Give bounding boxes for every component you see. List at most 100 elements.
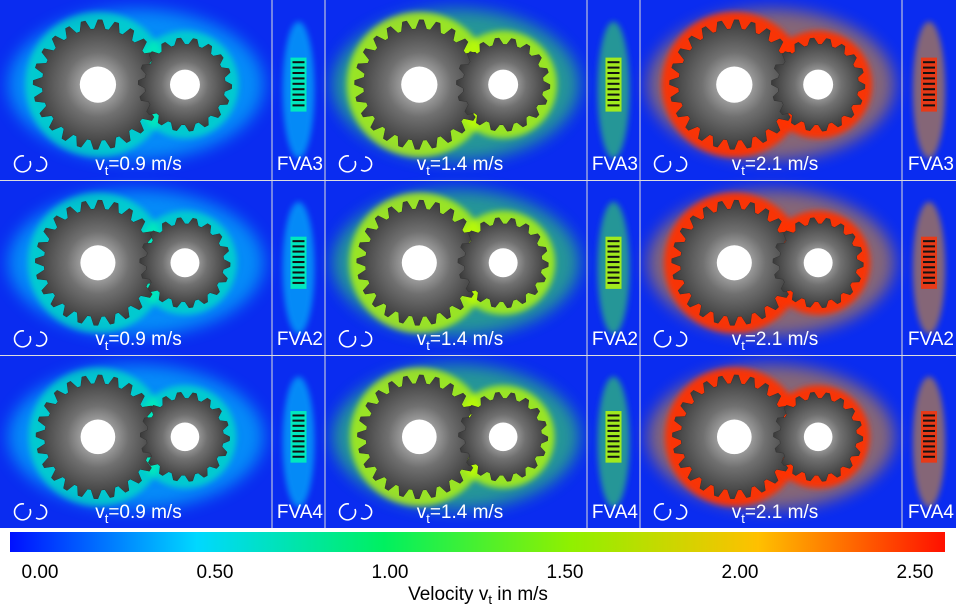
rotation-icon xyxy=(360,331,373,347)
speed-label: vt=1.4 m/s xyxy=(417,329,504,353)
side-tooth xyxy=(607,271,620,274)
side-tooth xyxy=(607,250,620,253)
colorbar-tick-label: 0.00 xyxy=(22,562,59,583)
speed-value: =1.4 m/s xyxy=(430,502,503,523)
side-tooth xyxy=(607,281,620,284)
colorbar-tick-label: 1.50 xyxy=(547,562,584,583)
side-tooth xyxy=(292,61,305,64)
gear-bore xyxy=(80,419,116,455)
colorbar-title-suffix: in m/s xyxy=(492,584,548,605)
oil-label: FVA2 xyxy=(592,329,638,350)
oil-label: FVA2 xyxy=(277,329,323,350)
side-tooth xyxy=(923,266,935,269)
rotation-icon xyxy=(360,156,373,172)
gear-bore xyxy=(401,419,437,455)
oil-label: FVA3 xyxy=(908,154,954,175)
speed-subscript: t xyxy=(105,511,109,526)
side-tooth xyxy=(292,250,305,253)
speed-value: =0.9 m/s xyxy=(108,154,181,175)
speed-symbol: v xyxy=(95,154,105,175)
rotation-icon xyxy=(360,504,373,520)
speed-label: vt=1.4 m/s xyxy=(417,154,504,178)
side-tooth xyxy=(292,77,305,80)
panel: vt=1.4 m/s FVA4 xyxy=(325,356,640,528)
gear-bore xyxy=(716,66,753,103)
side-tooth xyxy=(292,255,305,258)
panel: vt=2.1 m/s FVA3 xyxy=(640,0,956,180)
rotation-icon xyxy=(35,156,48,172)
side-tooth xyxy=(292,99,305,101)
side-tooth xyxy=(923,429,935,432)
gear-bore xyxy=(803,69,834,100)
rotation-icon xyxy=(653,155,672,173)
side-tooth xyxy=(607,414,620,417)
side-tooth xyxy=(923,255,935,258)
speed-subscript: t xyxy=(426,338,430,353)
speed-subscript: t xyxy=(741,338,745,353)
side-tooth xyxy=(607,88,620,91)
colorbar-title-text: Velocity v xyxy=(408,584,489,605)
side-tooth xyxy=(292,419,305,422)
speed-value: =1.4 m/s xyxy=(430,154,503,175)
side-tooth xyxy=(923,88,935,91)
rotation-icon xyxy=(35,504,48,520)
side-tooth xyxy=(292,104,305,107)
panel: vt=2.1 m/s FVA4 xyxy=(640,356,956,528)
side-tooth xyxy=(923,281,935,284)
gear-bore xyxy=(170,422,200,452)
panel: vt=0.9 m/s FVA2 xyxy=(0,181,325,355)
side-tooth xyxy=(607,104,620,107)
colorbar-tick-label: 1.00 xyxy=(372,562,409,583)
side-tooth xyxy=(292,429,305,432)
side-tooth xyxy=(923,240,935,243)
rotation-icon xyxy=(35,331,48,347)
speed-symbol: v xyxy=(95,502,105,523)
panel: vt=0.9 m/s FVA4 xyxy=(0,356,325,528)
side-tooth xyxy=(607,424,620,427)
colorbar-title: Velocity vt in m/s xyxy=(408,584,548,606)
side-tooth xyxy=(923,419,935,422)
rotation-icon xyxy=(338,503,357,521)
side-tooth xyxy=(923,250,935,253)
speed-symbol: v xyxy=(417,329,427,350)
rotation-icon xyxy=(653,503,672,521)
speed-subscript: t xyxy=(105,338,109,353)
speed-value: =1.4 m/s xyxy=(430,329,503,350)
oil-label: FVA4 xyxy=(277,502,324,523)
speed-label: vt=1.4 m/s xyxy=(417,502,504,526)
side-tooth xyxy=(923,435,935,438)
side-tooth xyxy=(292,93,305,96)
speed-subscript: t xyxy=(105,163,109,178)
gear-bore xyxy=(803,422,833,452)
oil-label: FVA3 xyxy=(592,154,638,175)
gear-bore xyxy=(488,422,518,452)
gear-bore xyxy=(79,66,117,103)
speed-value: =2.1 m/s xyxy=(745,154,818,175)
side-tooth xyxy=(607,240,620,243)
side-tooth xyxy=(607,66,620,69)
speed-value: =0.9 m/s xyxy=(108,329,181,350)
gear-bore xyxy=(716,245,752,281)
side-tooth xyxy=(292,261,305,264)
speed-subscript: t xyxy=(426,163,430,178)
side-tooth xyxy=(607,455,620,458)
speed-subscript: t xyxy=(741,163,745,178)
side-tooth xyxy=(607,429,620,432)
side-tooth xyxy=(923,414,935,417)
side-tooth xyxy=(292,440,305,443)
gear-bore xyxy=(401,66,438,103)
speed-symbol: v xyxy=(95,329,105,350)
side-tooth xyxy=(607,450,620,453)
side-tooth xyxy=(607,261,620,264)
side-tooth xyxy=(607,245,620,248)
rotation-icon xyxy=(13,503,32,521)
rotation-icon xyxy=(338,330,357,348)
speed-symbol: v xyxy=(417,502,427,523)
side-tooth xyxy=(923,445,935,448)
side-tooth xyxy=(923,99,935,101)
speed-label: vt=0.9 m/s xyxy=(95,502,182,526)
side-tooth xyxy=(923,104,935,107)
rotation-icon xyxy=(13,330,32,348)
side-tooth xyxy=(923,440,935,443)
